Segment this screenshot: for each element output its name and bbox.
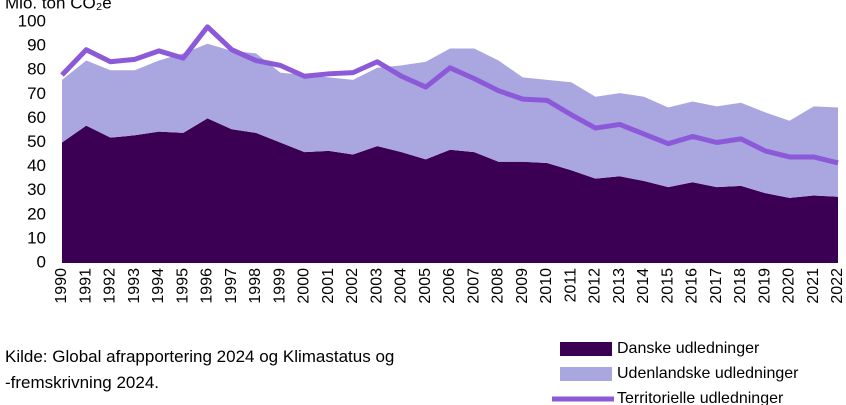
legend-label: Danske udledninger — [617, 340, 760, 357]
area — [62, 118, 838, 264]
y-tick-label: 70 — [27, 84, 46, 103]
y-tick-label: 60 — [27, 108, 46, 127]
x-tick-label: 1990 — [53, 268, 70, 304]
x-tick-label: 2007 — [465, 268, 482, 304]
x-tick-label: 2022 — [829, 268, 846, 304]
x-tick-label: 2012 — [587, 268, 604, 304]
y-tick-label: 0 — [37, 252, 46, 271]
legend-swatch — [560, 367, 612, 381]
x-tick-label: 2015 — [659, 268, 676, 304]
x-tick-label: 2008 — [490, 268, 507, 304]
x-tick-label: 2014 — [635, 268, 652, 304]
y-tick-label: 100 — [18, 11, 46, 30]
x-tick-label: 2006 — [441, 268, 458, 304]
y-tick-label: 10 — [27, 228, 46, 247]
x-tick-label: 1997 — [223, 268, 240, 304]
y-tick-label: 90 — [27, 36, 46, 55]
x-tick-label: 2009 — [514, 268, 531, 304]
x-tick-label: 2020 — [781, 268, 798, 304]
legend-swatch — [560, 342, 612, 356]
x-tick-label: 1996 — [199, 268, 216, 304]
x-tick-label: 1994 — [150, 268, 167, 304]
x-tick-label: 2017 — [708, 268, 725, 304]
x-tick-label: 2000 — [296, 268, 313, 304]
x-tick-label: 1992 — [102, 268, 119, 304]
x-tick-label: 2010 — [538, 268, 555, 304]
y-tick-label: 20 — [27, 204, 46, 223]
x-tick-label: 2001 — [320, 268, 337, 304]
source-note: Kilde: Global afrapportering 2024 og Kli… — [5, 347, 395, 392]
x-tick-label: 2013 — [611, 268, 628, 304]
x-tick-label: 2003 — [368, 268, 385, 304]
y-tick-label: 30 — [27, 180, 46, 199]
x-tick-label: 2005 — [417, 268, 434, 304]
x-tick-label: 1991 — [77, 268, 94, 304]
x-tick-label: 2018 — [732, 268, 749, 304]
x-tick-label: 1995 — [174, 268, 191, 304]
y-tick-label: 80 — [27, 60, 46, 79]
x-tick-label: 2004 — [393, 268, 410, 304]
x-tick-label: 2016 — [684, 268, 701, 304]
y-tick-label: 40 — [27, 156, 46, 175]
legend-label: Territorielle udledninger — [617, 390, 784, 405]
x-tick-label: 1993 — [126, 268, 143, 304]
area — [62, 43, 838, 198]
x-tick-label: 2019 — [756, 268, 773, 304]
line — [60, 24, 839, 166]
x-tick-label: 2011 — [562, 268, 579, 303]
x-tick-label: 1998 — [247, 268, 264, 304]
legend-label: Udenlandske udledninger — [617, 365, 799, 382]
x-tick-label: 2002 — [344, 268, 361, 304]
x-tick-label: 2021 — [805, 268, 822, 304]
y-axis-label: Mio. ton CO₂e — [5, 0, 112, 12]
x-tick-label: 1999 — [271, 268, 288, 304]
y-tick-label: 50 — [27, 132, 46, 151]
